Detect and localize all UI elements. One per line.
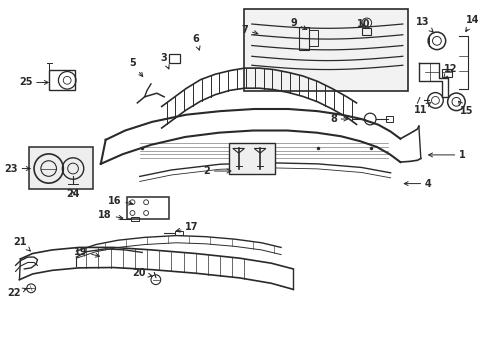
- Bar: [228, 143, 275, 174]
- Bar: [175, 231, 183, 235]
- Text: 22: 22: [7, 288, 26, 298]
- Text: 4: 4: [404, 179, 430, 189]
- Bar: [49, 69, 75, 90]
- Bar: [126, 197, 169, 220]
- Text: 10: 10: [356, 19, 369, 29]
- Text: 5: 5: [129, 58, 142, 77]
- Bar: [244, 9, 407, 91]
- Text: 25: 25: [19, 77, 48, 87]
- Bar: [29, 147, 92, 189]
- Text: 19: 19: [74, 247, 99, 257]
- Bar: [308, 30, 317, 46]
- Bar: [362, 28, 370, 36]
- Text: 13: 13: [415, 17, 432, 32]
- Text: 12: 12: [443, 64, 457, 78]
- Text: 16: 16: [108, 196, 132, 206]
- Text: 18: 18: [98, 210, 122, 220]
- Text: 9: 9: [290, 18, 306, 30]
- Bar: [131, 217, 139, 221]
- Bar: [299, 27, 308, 50]
- Text: 17: 17: [176, 222, 198, 232]
- Text: 14: 14: [465, 15, 479, 32]
- Bar: [441, 69, 451, 77]
- Text: 15: 15: [458, 101, 472, 116]
- Text: 1: 1: [427, 150, 465, 160]
- Text: 11: 11: [413, 102, 430, 115]
- Text: 8: 8: [329, 114, 347, 124]
- Text: 24: 24: [66, 189, 80, 199]
- Text: 21: 21: [14, 237, 30, 251]
- Text: 6: 6: [192, 35, 200, 50]
- Bar: [169, 54, 180, 63]
- Text: 3: 3: [161, 53, 169, 69]
- Text: 2: 2: [203, 166, 230, 176]
- Text: 7: 7: [241, 25, 257, 35]
- Bar: [385, 116, 392, 122]
- Text: 23: 23: [4, 163, 30, 174]
- Text: 20: 20: [132, 268, 152, 278]
